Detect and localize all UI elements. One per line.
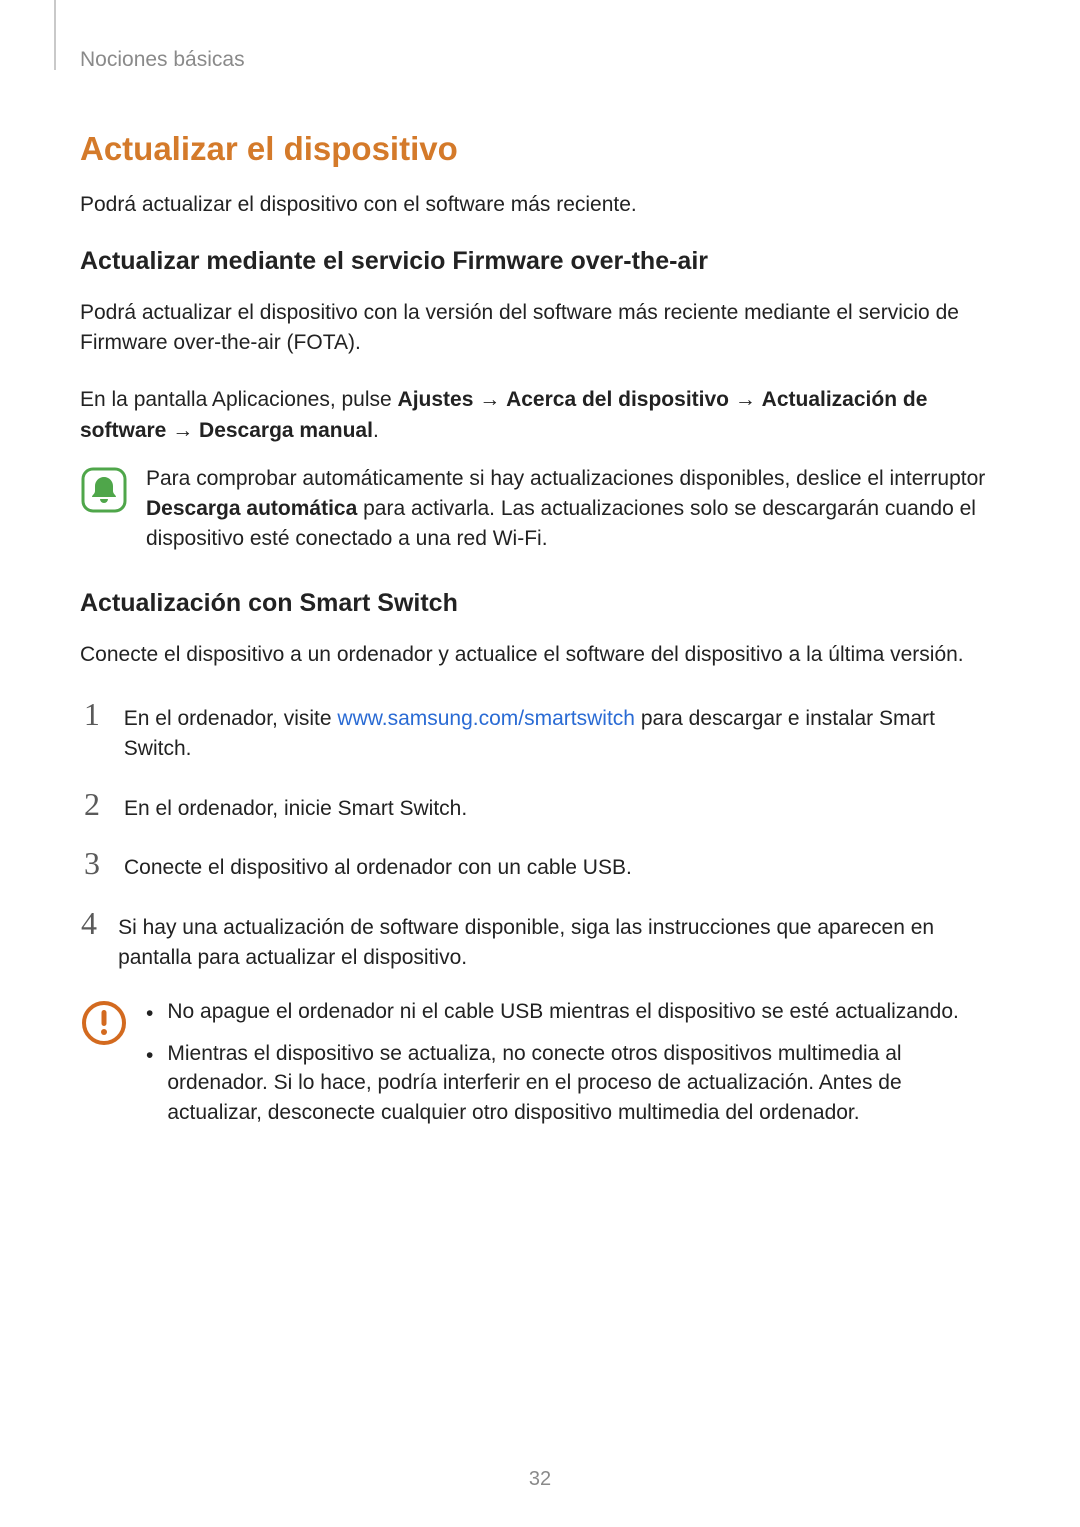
intro-text: Podrá actualizar el dispositivo con el s… — [80, 190, 1000, 219]
bell-note-icon — [80, 466, 128, 514]
warning-list: • No apague el ordenador ni el cable USB… — [146, 997, 1000, 1138]
note-text: Para comprobar automáticamente si hay ac… — [146, 464, 1000, 553]
page-number: 32 — [0, 1468, 1080, 1491]
step-item: 1 En el ordenador, visite www.samsung.co… — [80, 698, 1000, 764]
step-text: Conecte el dispositivo al ordenador con … — [124, 847, 632, 883]
warning-icon — [80, 999, 128, 1047]
page-title: Actualizar el dispositivo — [80, 130, 1000, 168]
nav-step-acerca: Acerca del dispositivo — [506, 388, 729, 411]
warning-item: • Mientras el dispositivo se actualiza, … — [146, 1039, 1000, 1128]
nav-arrow: → — [166, 419, 199, 442]
bullet-dot: • — [146, 1039, 153, 1128]
breadcrumb: Nociones básicas — [80, 48, 1000, 72]
nav-step-ajustes: Ajustes — [398, 388, 474, 411]
step-number: 4 — [80, 907, 98, 939]
page-container: Nociones básicas Actualizar el dispositi… — [0, 0, 1080, 1138]
bullet-dot: • — [146, 997, 153, 1029]
smartswitch-link[interactable]: www.samsung.com/smartswitch — [337, 707, 635, 730]
step-item: 3 Conecte el dispositivo al ordenador co… — [80, 847, 1000, 883]
note-block: Para comprobar automáticamente si hay ac… — [80, 464, 1000, 553]
step-number: 3 — [80, 847, 104, 879]
step-item: 2 En el ordenador, inicie Smart Switch. — [80, 788, 1000, 824]
warning-item: • No apague el ordenador ni el cable USB… — [146, 997, 1000, 1029]
fota-nav-path: En la pantalla Aplicaciones, pulse Ajust… — [80, 385, 1000, 446]
warning-text: Mientras el dispositivo se actualiza, no… — [167, 1039, 1000, 1128]
step-number: 1 — [80, 698, 104, 730]
header-rule — [54, 0, 56, 70]
step-text: En el ordenador, visite www.samsung.com/… — [124, 698, 1000, 764]
step-text: En el ordenador, inicie Smart Switch. — [124, 788, 467, 824]
warning-text: No apague el ordenador ni el cable USB m… — [167, 997, 958, 1029]
warning-block: • No apague el ordenador ni el cable USB… — [80, 997, 1000, 1138]
section-heading-fota: Actualizar mediante el servicio Firmware… — [80, 247, 1000, 276]
nav-step-descarga: Descarga manual — [199, 419, 373, 442]
nav-period: . — [373, 419, 379, 442]
nav-arrow: → — [729, 388, 762, 411]
step-item: 4 Si hay una actualización de software d… — [80, 907, 1000, 973]
smartswitch-paragraph: Conecte el dispositivo a un ordenador y … — [80, 640, 1000, 669]
fota-paragraph: Podrá actualizar el dispositivo con la v… — [80, 298, 1000, 357]
section-heading-smartswitch: Actualización con Smart Switch — [80, 589, 1000, 618]
step-pre: En el ordenador, visite — [124, 707, 338, 730]
nav-arrow: → — [473, 388, 506, 411]
step-text: Si hay una actualización de software dis… — [118, 907, 1000, 973]
note-pre: Para comprobar automáticamente si hay ac… — [146, 467, 985, 490]
note-bold: Descarga automática — [146, 497, 357, 520]
nav-prefix: En la pantalla Aplicaciones, pulse — [80, 388, 398, 411]
step-number: 2 — [80, 788, 104, 820]
